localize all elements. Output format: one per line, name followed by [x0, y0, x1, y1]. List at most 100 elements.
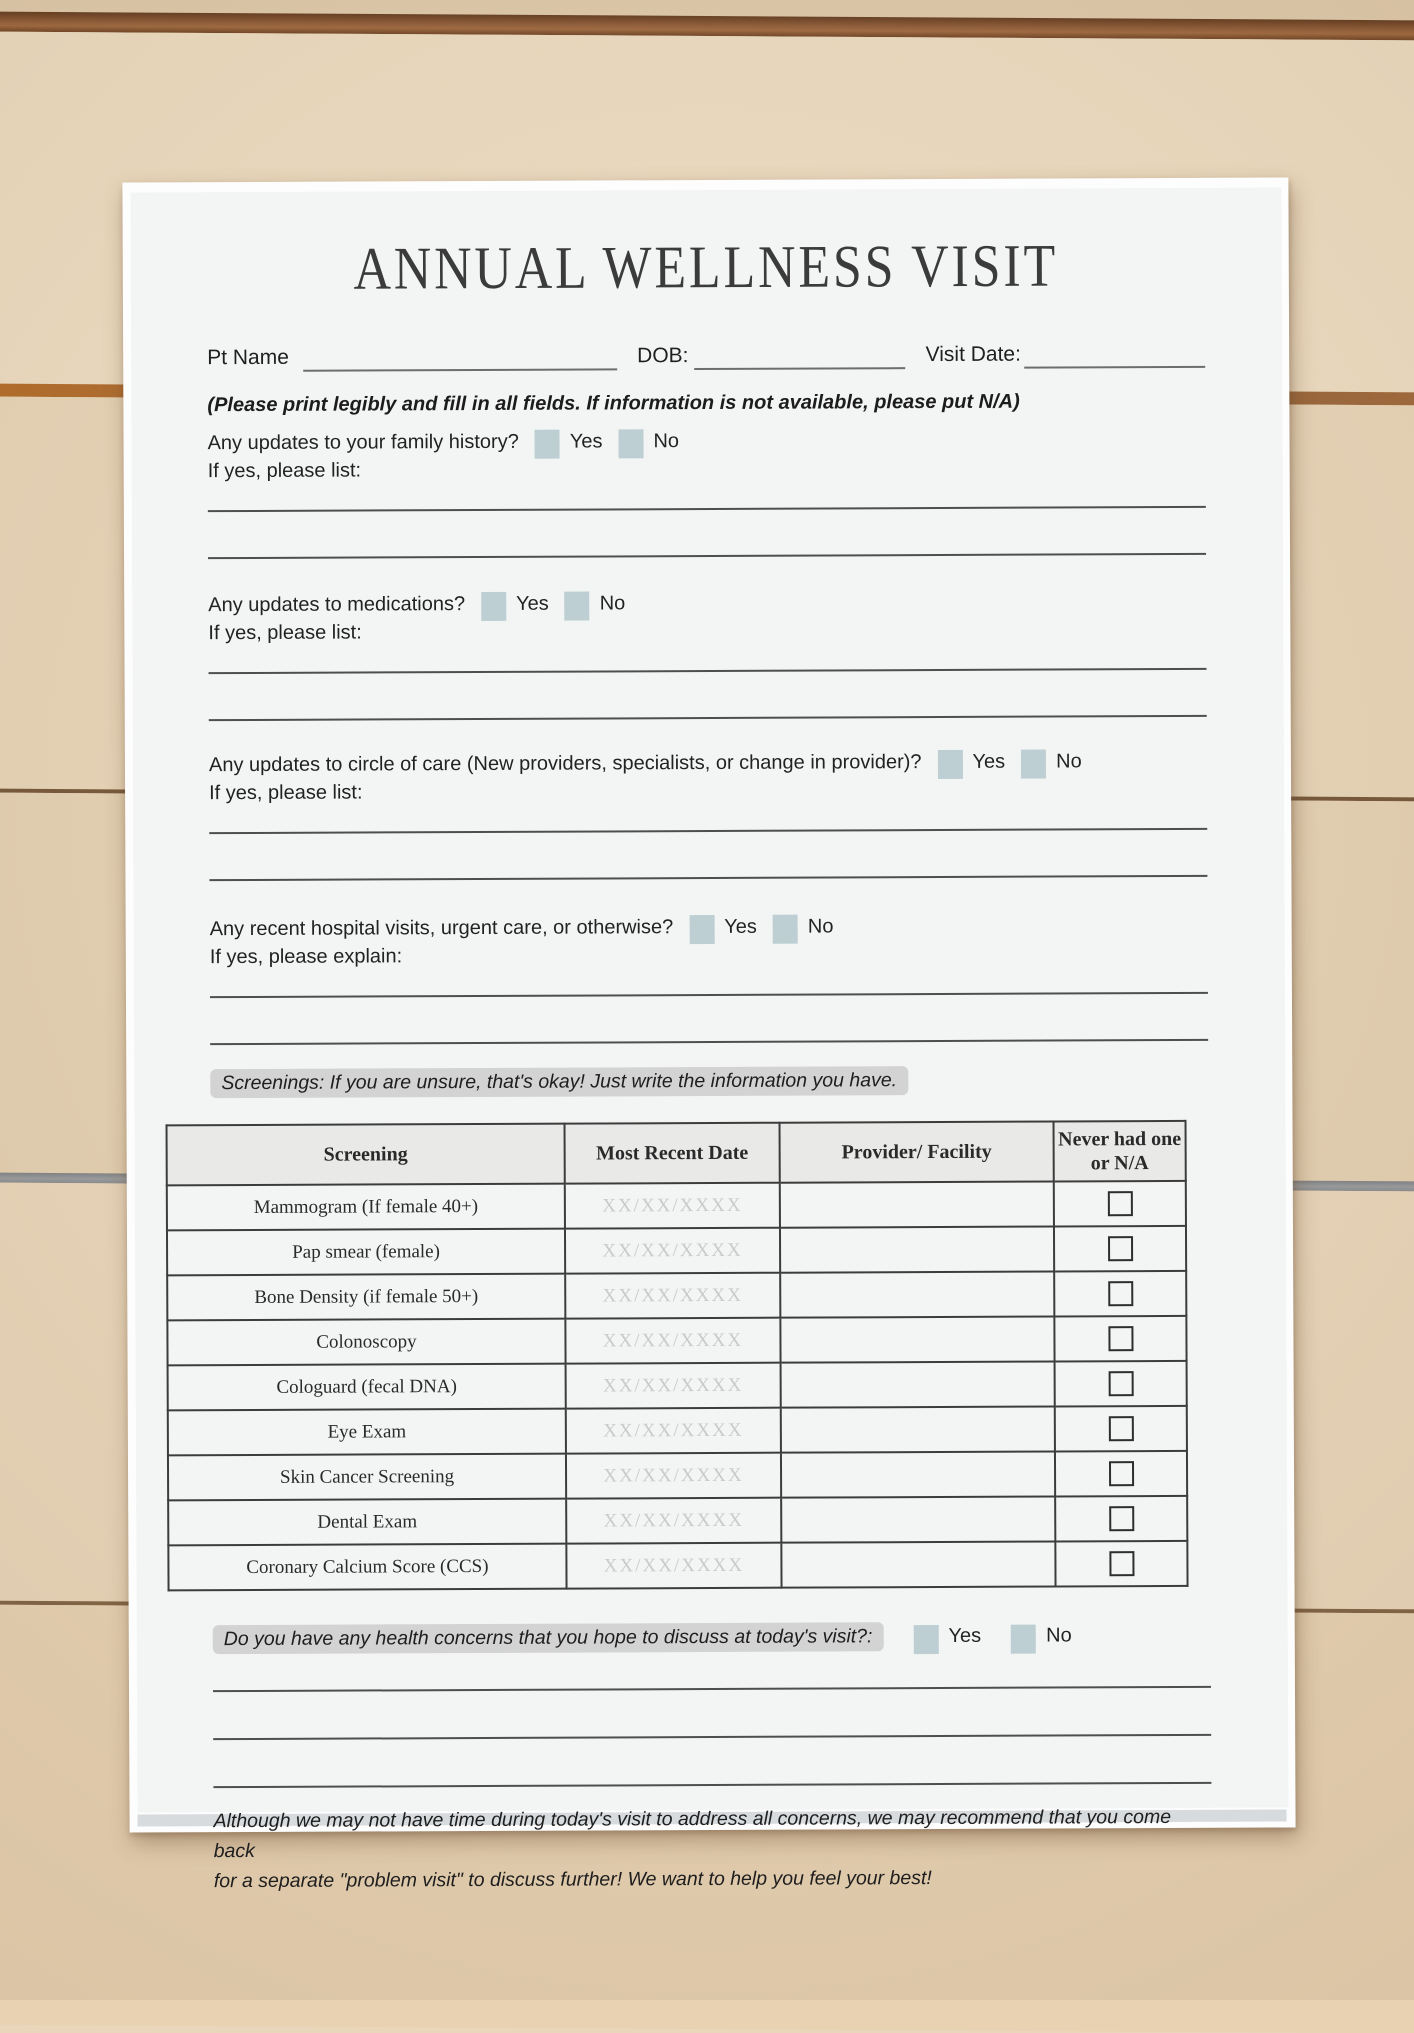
never-had-one-checkbox[interactable] — [1108, 1506, 1134, 1532]
never-had-one-checkbox[interactable] — [1108, 1461, 1134, 1487]
table-row: Pap smear (female) XX/XX/XXXX — [166, 1225, 1187, 1276]
followup-label: If yes, please list: — [207, 459, 362, 483]
never-had-one-checkbox[interactable] — [1108, 1371, 1134, 1397]
na-cell — [1054, 1270, 1187, 1317]
yes-label: Yes — [724, 915, 757, 938]
provider-cell[interactable] — [780, 1406, 1055, 1453]
table-row: Mammogram (If female 40+) XX/XX/XXXX — [166, 1180, 1186, 1231]
na-cell — [1054, 1405, 1187, 1452]
yes-label: Yes — [516, 592, 549, 615]
table-row: Bone Density (if female 50+) XX/XX/XXXX — [167, 1270, 1187, 1321]
col-header-screening: Screening — [166, 1123, 565, 1186]
circle-of-care-line-2[interactable] — [209, 874, 1208, 882]
medications-line-1[interactable] — [208, 667, 1207, 675]
followup-label: If yes, please list: — [209, 781, 363, 805]
date-cell[interactable]: XX/XX/XXXX — [566, 1542, 782, 1589]
question-prompt: Any updates to circle of care (New provi… — [208, 750, 922, 776]
family-history-yes-checkbox[interactable] — [534, 429, 560, 459]
concerns-line-2[interactable] — [213, 1733, 1212, 1741]
na-cell — [1054, 1315, 1187, 1362]
no-label: No — [599, 591, 626, 614]
provider-cell[interactable] — [780, 1451, 1056, 1498]
screenings-table: Screening Most Recent Date Provider/ Fac… — [165, 1119, 1189, 1592]
na-cell — [1054, 1360, 1187, 1407]
date-cell[interactable]: XX/XX/XXXX — [565, 1272, 781, 1319]
provider-cell[interactable] — [781, 1541, 1056, 1588]
question-family-history: Any updates to your family history? Yes … — [207, 425, 1207, 560]
date-cell[interactable]: XX/XX/XXXX — [566, 1497, 782, 1544]
instruction-note: (Please print legibly and fill in all fi… — [207, 390, 1020, 417]
pt-name-line[interactable] — [302, 344, 618, 372]
question-prompt: Any recent hospital visits, urgent care,… — [209, 915, 674, 940]
medications-yes-checkbox[interactable] — [481, 591, 507, 621]
paper-face: ANNUAL WELLNESS VISIT Pt Name DOB: Visit… — [130, 187, 1289, 1892]
no-label: No — [653, 429, 680, 452]
provider-cell[interactable] — [781, 1496, 1056, 1543]
provider-cell[interactable] — [779, 1181, 1054, 1228]
screening-name-cell: Mammogram (If female 40+) — [166, 1183, 565, 1231]
never-had-one-checkbox[interactable] — [1107, 1191, 1133, 1217]
family-history-no-checkbox[interactable] — [618, 429, 644, 459]
date-cell[interactable]: XX/XX/XXXX — [564, 1182, 780, 1229]
date-cell[interactable]: XX/XX/XXXX — [565, 1452, 782, 1499]
family-history-line-2[interactable] — [208, 552, 1207, 560]
concerns-write-area — [212, 1685, 1212, 1789]
no-label: No — [1046, 1624, 1072, 1647]
medications-no-checkbox[interactable] — [564, 591, 590, 621]
hospital-visits-yes-checkbox[interactable] — [689, 914, 715, 945]
screening-name-cell: Cologuard (fecal DNA) — [167, 1363, 566, 1411]
concerns-yes-checkbox[interactable] — [913, 1625, 939, 1655]
never-had-one-checkbox[interactable] — [1107, 1236, 1133, 1262]
family-history-line-1[interactable] — [207, 505, 1206, 513]
screenings-note-row: Screenings: If you are unsure, that's ok… — [210, 1065, 1208, 1099]
date-cell[interactable]: XX/XX/XXXX — [565, 1407, 781, 1454]
screenings-note: Screenings: If you are unsure, that's ok… — [210, 1066, 909, 1099]
screening-name-cell: Eye Exam — [167, 1408, 566, 1456]
screening-name-cell: Skin Cancer Screening — [167, 1453, 567, 1501]
col-header-most-recent-date: Most Recent Date — [564, 1122, 780, 1184]
table-row: Eye Exam XX/XX/XXXX — [167, 1405, 1187, 1456]
no-label: No — [807, 914, 834, 938]
hospital-visits-line-1[interactable] — [209, 991, 1208, 999]
screening-name-cell: Bone Density (if female 50+) — [167, 1273, 566, 1321]
question-prompt: Any updates to your family history? — [207, 430, 519, 454]
visit-date-label: Visit Date: — [925, 342, 1021, 367]
never-had-one-checkbox[interactable] — [1108, 1416, 1134, 1442]
question-circle-of-care: Any updates to circle of care (New provi… — [208, 747, 1208, 882]
hospital-visits-line-2[interactable] — [210, 1038, 1209, 1046]
concerns-question: Do you have any health concerns that you… — [212, 1622, 884, 1655]
provider-cell[interactable] — [780, 1316, 1055, 1363]
provider-cell[interactable] — [780, 1361, 1055, 1408]
na-cell — [1055, 1540, 1188, 1587]
col-header-provider-facility: Provider/ Facility — [779, 1121, 1054, 1183]
yes-label: Yes — [569, 429, 603, 453]
provider-cell[interactable] — [780, 1271, 1055, 1318]
screening-name-cell: Dental Exam — [168, 1498, 567, 1546]
hospital-visits-no-checkbox[interactable] — [772, 914, 798, 944]
medications-line-2[interactable] — [208, 714, 1207, 722]
dob-line[interactable] — [694, 343, 906, 371]
never-had-one-checkbox[interactable] — [1107, 1281, 1133, 1307]
never-had-one-checkbox[interactable] — [1107, 1326, 1134, 1352]
concerns-line-3[interactable] — [213, 1781, 1212, 1789]
concerns-question-row: Do you have any health concerns that you… — [212, 1621, 1211, 1655]
date-cell[interactable]: XX/XX/XXXX — [564, 1227, 781, 1274]
circle-of-care-yes-checkbox[interactable] — [937, 749, 963, 780]
circle-of-care-no-checkbox[interactable] — [1021, 749, 1047, 779]
visit-date-line[interactable] — [1023, 341, 1206, 369]
table-row: Dental Exam XX/XX/XXXX — [168, 1495, 1188, 1546]
patient-info-row: Pt Name DOB: Visit Date: — [207, 336, 1206, 372]
circle-of-care-line-1[interactable] — [209, 827, 1208, 835]
screening-name-cell: Coronary Calcium Score (CCS) — [168, 1543, 567, 1591]
never-had-one-checkbox[interactable] — [1108, 1551, 1134, 1577]
concerns-line-1[interactable] — [212, 1685, 1211, 1693]
table-header-row: Screening Most Recent Date Provider/ Fac… — [166, 1120, 1186, 1186]
followup-label: If yes, please list: — [208, 621, 362, 645]
no-label: No — [1056, 749, 1082, 772]
date-cell[interactable]: XX/XX/XXXX — [565, 1362, 781, 1409]
table-row: Skin Cancer Screening XX/XX/XXXX — [167, 1450, 1188, 1501]
date-cell[interactable]: XX/XX/XXXX — [565, 1317, 781, 1364]
concerns-no-checkbox[interactable] — [1011, 1624, 1037, 1654]
question-hospital-visits: Any recent hospital visits, urgent care,… — [209, 911, 1209, 1046]
provider-cell[interactable] — [779, 1226, 1055, 1273]
